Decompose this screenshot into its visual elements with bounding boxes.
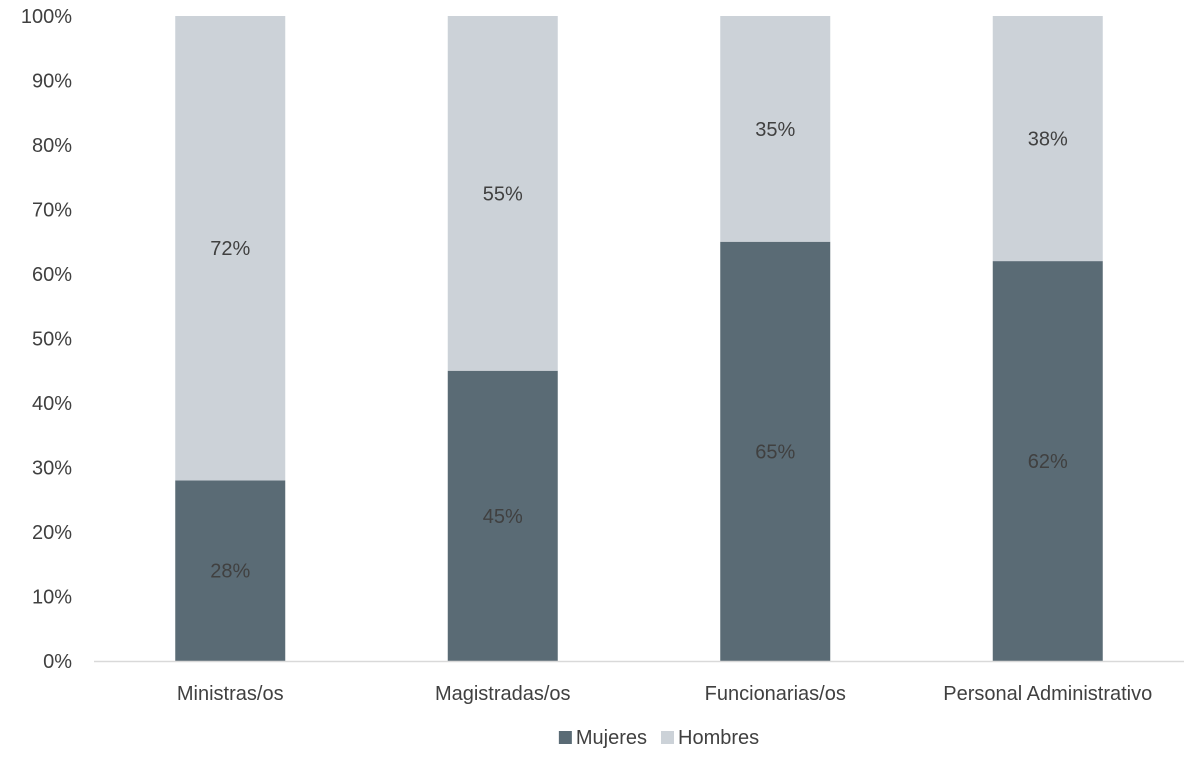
y-tick-label: 50%: [32, 329, 72, 351]
x-tick-label: Personal Administrativo: [943, 683, 1152, 705]
legend-label-hombres: Hombres: [678, 727, 759, 749]
bar-segment-hombres: [720, 16, 831, 242]
legend-swatch-hombres: [661, 731, 674, 744]
legend-label-mujeres: Mujeres: [576, 727, 647, 749]
bar-segment-mujeres: [175, 480, 286, 661]
y-tick-label: 20%: [32, 522, 72, 544]
y-tick-label: 70%: [32, 200, 72, 222]
y-tick-label: 30%: [32, 458, 72, 480]
bar-segment-mujeres: [992, 261, 1103, 661]
data-label-hombres: 35%: [755, 119, 795, 141]
bar-segment-mujeres: [720, 241, 831, 661]
y-tick-label: 100%: [21, 6, 72, 28]
data-label-mujeres: 28%: [210, 561, 250, 583]
bars-group: 28% 72% 45% 55% 65% 35% 62% 38%: [175, 16, 1103, 661]
y-tick-label: 10%: [32, 587, 72, 609]
y-tick-label: 80%: [32, 135, 72, 157]
bar-segment-hombres: [175, 16, 286, 481]
x-tick-label: Ministras/os: [177, 683, 284, 705]
bar-segment-hombres: [447, 16, 558, 371]
y-tick-label: 0%: [43, 651, 72, 673]
data-label-mujeres: 62%: [1028, 451, 1068, 473]
legend-swatch-mujeres: [558, 731, 572, 744]
data-label-mujeres: 65%: [755, 441, 795, 463]
y-axis: 0% 10% 20% 30% 40% 50% 60% 70% 80% 90% 100%: [21, 6, 72, 673]
y-tick-label: 90%: [32, 71, 72, 93]
y-tick-label: 40%: [32, 393, 72, 415]
data-label-mujeres: 45%: [483, 506, 523, 528]
bar-segment-hombres: [992, 16, 1103, 262]
y-tick-label: 60%: [32, 264, 72, 286]
data-label-hombres: 55%: [483, 183, 523, 205]
data-label-hombres: 72%: [210, 238, 250, 260]
legend-items: Mujeres Hombres: [558, 727, 759, 749]
x-tick-label: Magistradas/os: [435, 683, 571, 705]
legend: Mujeres Hombres: [558, 727, 759, 749]
x-axis: Ministras/os Magistradas/os Funcionarias/o…: [94, 660, 1184, 705]
x-tick-label: Funcionarias/os: [705, 683, 846, 705]
bar-segment-mujeres: [447, 370, 558, 661]
data-label-hombres: 38%: [1028, 129, 1068, 151]
